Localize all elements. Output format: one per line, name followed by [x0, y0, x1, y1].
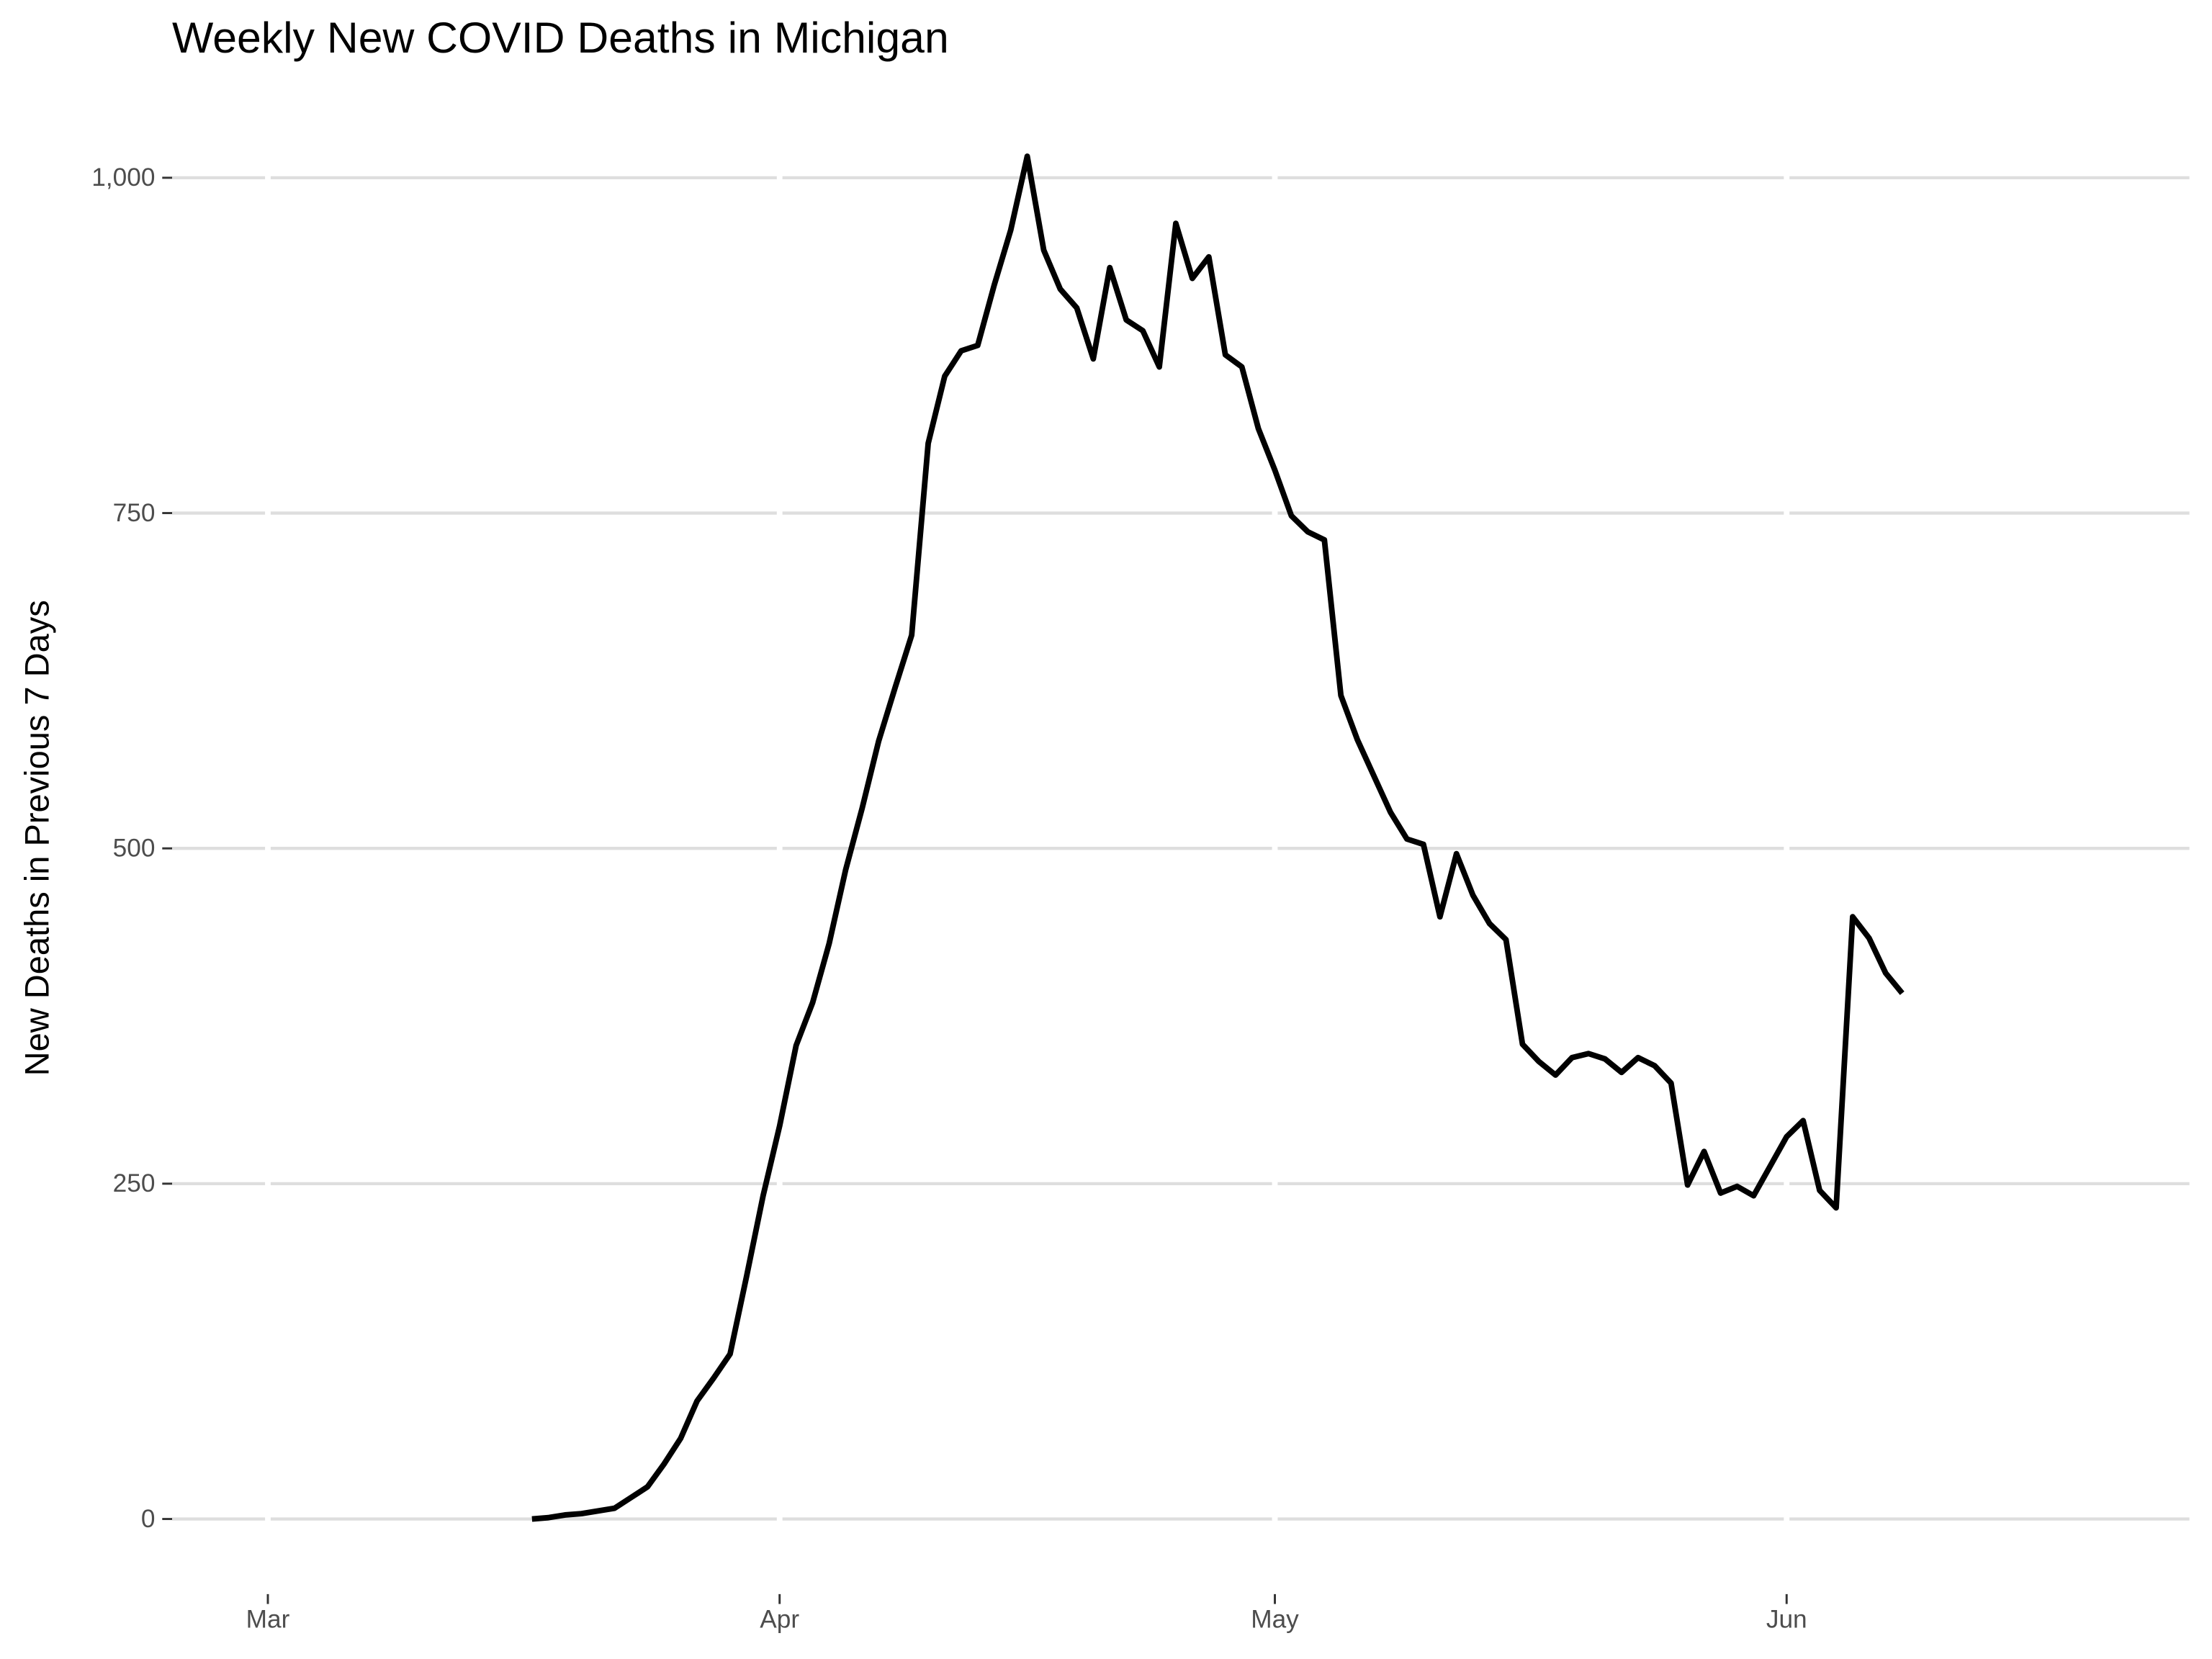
y-tick-label: 0 [141, 1505, 156, 1533]
chart-title: Weekly New COVID Deaths in Michigan [172, 13, 949, 62]
data-line [531, 153, 1905, 1522]
y-tick-label: 500 [113, 834, 156, 862]
x-tick-label: Mar [246, 1605, 290, 1633]
y-tick-label: 250 [113, 1169, 156, 1197]
y-tick-label: 750 [113, 499, 156, 527]
x-tick-label: Jun [1766, 1605, 1807, 1633]
x-tick-label: Apr [760, 1605, 799, 1633]
y-tick-label: 1,000 [91, 163, 155, 192]
x-tick-label: May [1251, 1605, 1299, 1633]
y-axis-title: New Deaths in Previous 7 Days [17, 600, 55, 1076]
